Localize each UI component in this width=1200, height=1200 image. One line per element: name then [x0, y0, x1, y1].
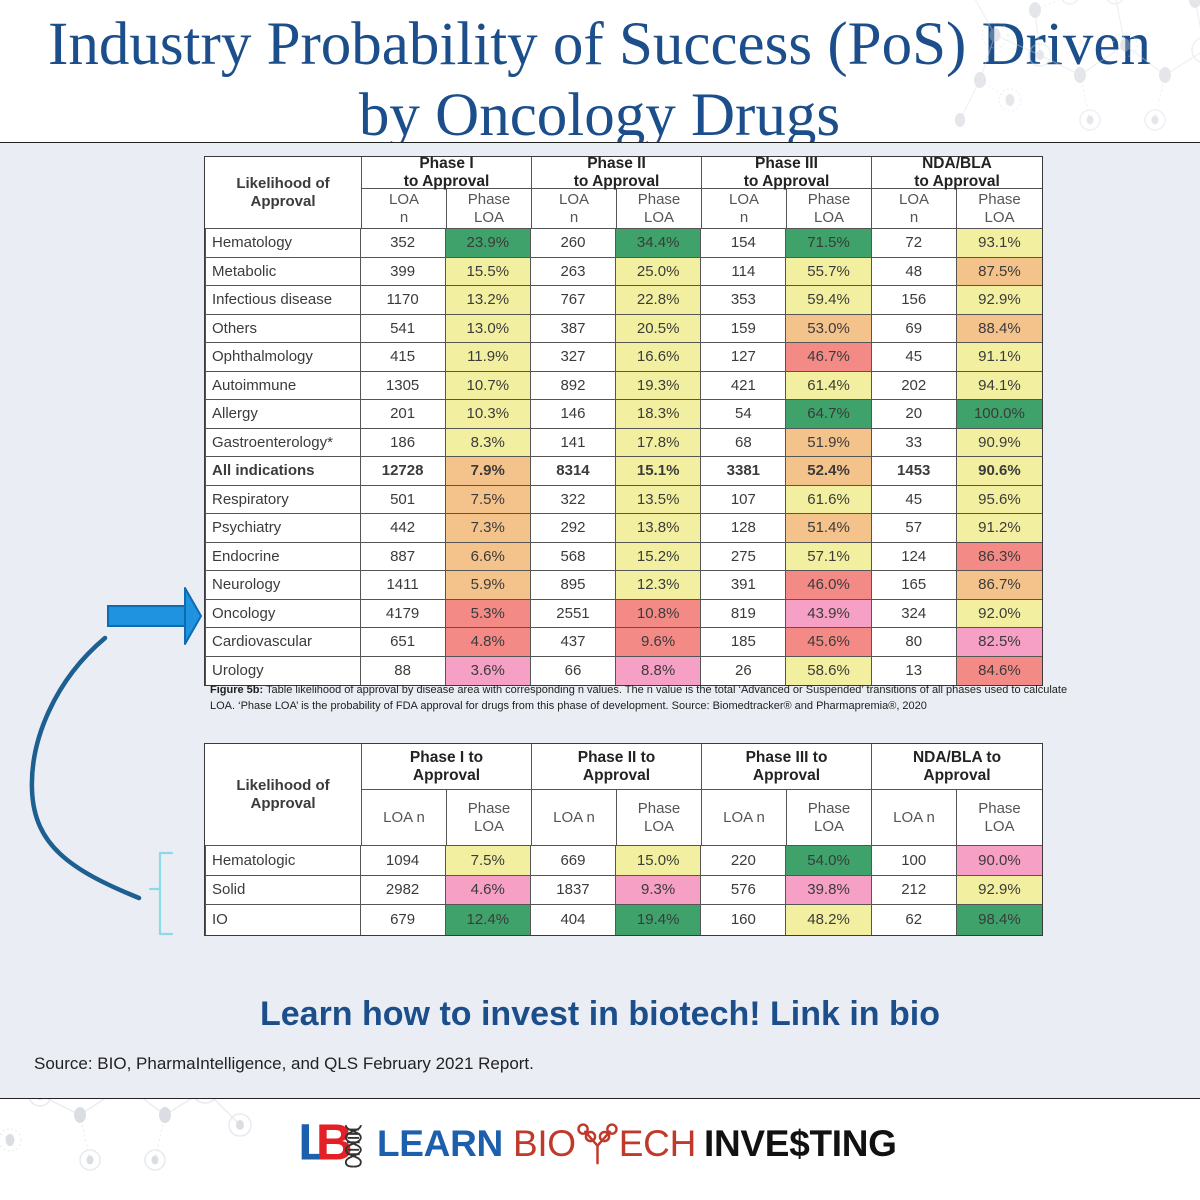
svg-text:B: B: [316, 1118, 353, 1170]
